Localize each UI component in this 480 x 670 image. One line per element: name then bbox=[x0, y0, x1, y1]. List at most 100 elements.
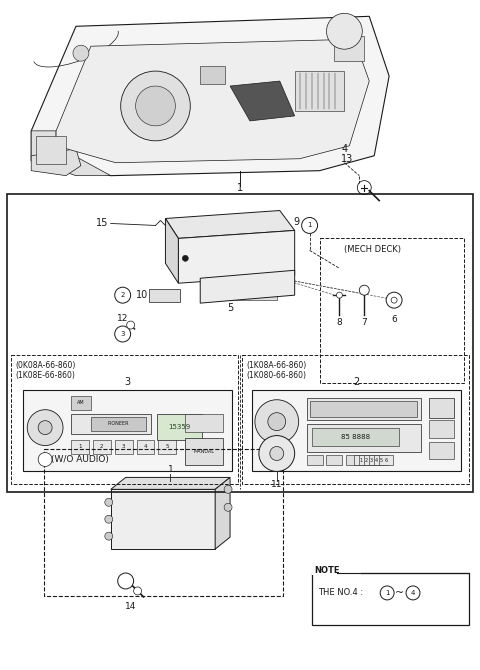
Circle shape bbox=[336, 292, 342, 298]
Text: 4: 4 bbox=[144, 444, 147, 449]
Polygon shape bbox=[230, 81, 295, 121]
Text: 1: 1 bbox=[360, 458, 363, 463]
Bar bbox=[12, 355, 238, 484]
Bar bbox=[312, 567, 361, 575]
Bar bbox=[295, 71, 344, 111]
Text: (0K08A-66-860): (0K08A-66-860) bbox=[15, 361, 76, 370]
Polygon shape bbox=[31, 16, 389, 176]
Circle shape bbox=[406, 586, 420, 600]
Circle shape bbox=[105, 498, 113, 507]
Text: 15359: 15359 bbox=[168, 423, 191, 429]
Text: 1: 1 bbox=[168, 465, 173, 474]
Circle shape bbox=[73, 45, 89, 61]
Text: 6: 6 bbox=[384, 458, 388, 463]
Circle shape bbox=[136, 86, 175, 126]
Bar bbox=[307, 398, 421, 419]
Bar bbox=[71, 396, 91, 409]
Circle shape bbox=[115, 287, 131, 303]
Text: 3: 3 bbox=[370, 458, 373, 463]
Bar bbox=[312, 427, 399, 446]
Text: 12: 12 bbox=[117, 314, 128, 322]
Circle shape bbox=[326, 13, 362, 49]
Bar bbox=[307, 456, 323, 466]
Circle shape bbox=[105, 515, 113, 523]
Bar bbox=[379, 456, 393, 466]
Bar bbox=[185, 438, 223, 466]
Circle shape bbox=[386, 292, 402, 308]
Circle shape bbox=[268, 413, 286, 431]
Polygon shape bbox=[31, 149, 81, 176]
Circle shape bbox=[105, 532, 113, 540]
Bar bbox=[93, 440, 111, 454]
Circle shape bbox=[360, 285, 369, 295]
Text: (MECH DECK): (MECH DECK) bbox=[344, 245, 401, 255]
Text: 5: 5 bbox=[166, 444, 169, 449]
Bar bbox=[429, 419, 454, 438]
Bar bbox=[307, 423, 421, 452]
Bar bbox=[354, 456, 368, 466]
Text: 1: 1 bbox=[307, 222, 312, 228]
Bar bbox=[242, 355, 468, 484]
Polygon shape bbox=[200, 270, 295, 303]
Bar bbox=[364, 456, 378, 466]
Text: 2: 2 bbox=[100, 444, 104, 449]
Circle shape bbox=[224, 503, 232, 511]
Text: 7: 7 bbox=[361, 318, 367, 326]
Circle shape bbox=[115, 326, 131, 342]
Text: 1: 1 bbox=[385, 590, 389, 596]
Bar bbox=[91, 417, 145, 431]
Text: 3: 3 bbox=[125, 377, 131, 387]
Bar bbox=[360, 456, 373, 466]
Text: 3: 3 bbox=[122, 444, 125, 449]
Text: (1K08A-66-860): (1K08A-66-860) bbox=[246, 361, 306, 370]
Text: 2: 2 bbox=[365, 458, 368, 463]
Bar bbox=[115, 440, 132, 454]
Bar bbox=[202, 280, 277, 300]
Text: 2: 2 bbox=[120, 292, 125, 298]
Bar bbox=[312, 573, 468, 625]
Bar bbox=[71, 413, 151, 433]
Text: NOTE: NOTE bbox=[314, 565, 340, 574]
Text: 14: 14 bbox=[125, 602, 136, 611]
Text: 1: 1 bbox=[78, 444, 82, 449]
Circle shape bbox=[118, 573, 133, 589]
Circle shape bbox=[182, 255, 188, 261]
Text: (1K080-66-860): (1K080-66-860) bbox=[246, 371, 306, 380]
Circle shape bbox=[120, 71, 190, 141]
Bar bbox=[137, 440, 155, 454]
Circle shape bbox=[127, 321, 134, 329]
Text: 8: 8 bbox=[336, 318, 342, 326]
Polygon shape bbox=[111, 478, 230, 489]
Text: ~: ~ bbox=[395, 588, 404, 598]
Polygon shape bbox=[31, 131, 111, 176]
Circle shape bbox=[255, 400, 299, 444]
Polygon shape bbox=[215, 478, 230, 549]
Text: MANUAL: MANUAL bbox=[194, 449, 215, 454]
Text: 13: 13 bbox=[341, 153, 354, 163]
Circle shape bbox=[27, 409, 63, 446]
Circle shape bbox=[38, 421, 52, 435]
Text: 4: 4 bbox=[411, 590, 415, 596]
Bar bbox=[148, 289, 180, 302]
Text: 4: 4 bbox=[341, 144, 348, 154]
Text: 85 8888: 85 8888 bbox=[341, 433, 370, 440]
Bar bbox=[374, 456, 388, 466]
Circle shape bbox=[391, 297, 397, 303]
Bar bbox=[429, 398, 454, 417]
Bar bbox=[369, 456, 383, 466]
Text: 2: 2 bbox=[353, 377, 360, 387]
Text: 15: 15 bbox=[96, 218, 109, 228]
Text: 1: 1 bbox=[237, 183, 243, 193]
Bar bbox=[429, 442, 454, 460]
Polygon shape bbox=[111, 489, 215, 549]
Text: PIONEER: PIONEER bbox=[108, 421, 130, 426]
Text: 4: 4 bbox=[375, 458, 378, 463]
Circle shape bbox=[380, 586, 394, 600]
Bar bbox=[44, 448, 283, 596]
Bar bbox=[320, 239, 464, 383]
Circle shape bbox=[270, 446, 284, 460]
Bar bbox=[157, 413, 202, 440]
Text: 10: 10 bbox=[136, 290, 148, 300]
Text: AM: AM bbox=[77, 400, 85, 405]
Text: (W/O AUDIO): (W/O AUDIO) bbox=[51, 456, 109, 464]
